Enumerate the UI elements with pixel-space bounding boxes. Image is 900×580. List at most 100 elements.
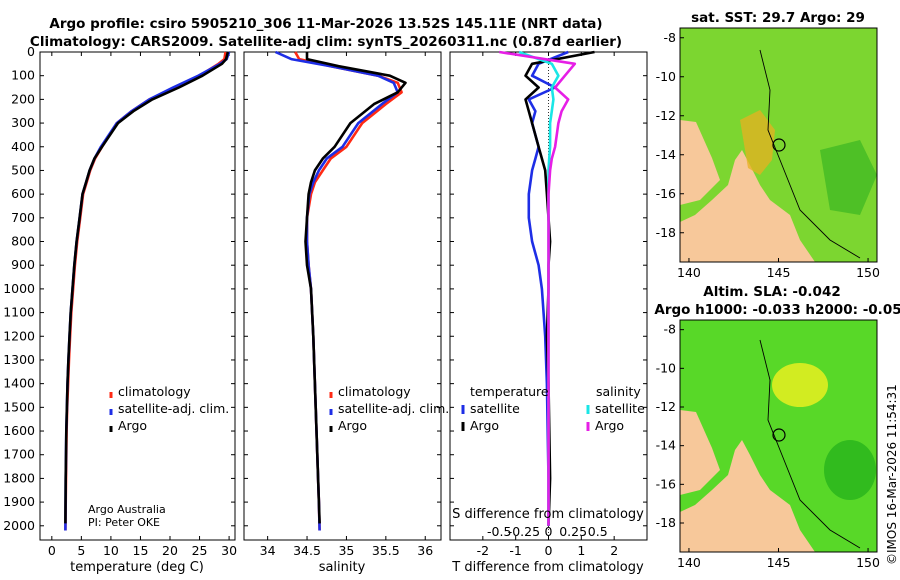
legend-label-t-argo: Argo [470,418,499,433]
y-tick-label: 0 [27,44,35,59]
y-tick-label: 900 [11,257,35,272]
x-tick-label: -2 [477,543,489,558]
x-tick-label: 34.5 [293,543,321,558]
s-tick-label: 0 [545,524,553,539]
series-line-climatology [64,51,227,531]
legend-label-argo: Argo [118,418,147,433]
map-x-tick-label: 145 [767,265,791,280]
sla-map: Altim. SLA: -0.042 Argo h1000: -0.033 h2… [654,284,900,570]
y-tick-label: 200 [11,91,35,106]
s-tick-label: -0.5 [487,524,511,539]
y-tick-label: 1500 [3,399,35,414]
legend-title-temperature: temperature [470,384,549,399]
credit-line-1: Argo Australia [88,503,166,516]
x-tick-label: -1 [509,543,521,558]
legend-label-climatology: climatology [118,384,191,399]
series-line-s-argo [499,50,577,526]
map-y-tick-label: -12 [656,399,676,414]
s-tick-label: 0.5 [588,524,608,539]
y-tick-label: 300 [11,115,35,130]
y-tick-label: 1200 [3,328,35,343]
sla-map-high-anomaly [772,363,828,407]
map-y-tick-label: -10 [656,360,676,375]
x-tick-label: 15 [133,543,149,558]
map-y-tick-label: -10 [656,69,676,84]
series-line-argo [64,51,230,524]
x-tick-label: 2 [610,543,618,558]
sst-map-cool-patch [820,140,877,215]
sla-map-cape-york [680,410,720,495]
x-tick-label: 5 [77,543,85,558]
y-tick-label: 600 [11,186,35,201]
x-tick-label: 10 [103,543,119,558]
y-tick-label: 500 [11,162,35,177]
x-tick-label: 35 [338,543,354,558]
map-x-tick-label: 150 [856,555,880,570]
legend-label-satellite: satellite-adj. clim. [118,401,229,416]
sst-map-argo-location [772,138,786,152]
t-difference-xlabel: T difference from climatology [451,560,644,575]
salinity-xlabel: salinity [319,560,366,575]
x-tick-label: 25 [192,543,208,558]
map-y-tick-label: -18 [656,515,676,530]
map-y-tick-label: -16 [656,476,676,491]
legend-label-satellite: satellite-adj. clim. [338,401,449,416]
y-tick-label: 1700 [3,447,35,462]
y-tick-label: 1300 [3,352,35,367]
y-tick-label: 800 [11,234,35,249]
sst-map: sat. SST: 29.7 Argo: 29 140 145 150 -8 -10 -1… [656,10,880,280]
title-line-1: Argo profile: csiro 5905210_306 11-Mar-2… [49,16,602,32]
difference-legend: temperature satellite Argo salinity sate… [461,384,645,433]
map-y-tick-label: -14 [656,438,676,453]
difference-panel: -2 -1 0 1 2 -0.5-0.25 0 0.25 0.5 T difference fr… [449,50,648,575]
y-tick-label: 100 [11,68,35,83]
legend-label-s-satellite: satellite [595,401,645,416]
legend-label-t-satellite: satellite [470,401,520,416]
salinity-axes [243,51,442,541]
map-x-tick-label: 150 [856,265,880,280]
series-line-satellite-adj-clim- [64,51,231,531]
y-tick-label: 1000 [3,281,35,296]
sst-map-cape-york [680,120,720,205]
sst-map-contour [759,49,861,259]
sla-map-title-2: Argo h1000: -0.033 h2000: -0.05 [654,302,900,318]
y-tick-label: 1600 [3,423,35,438]
legend-label-argo: Argo [338,418,367,433]
series-line-s-satellite [518,50,560,526]
y-tick-label: 2000 [3,518,35,533]
y-tick-label: 1400 [3,376,35,391]
sst-map-title: sat. SST: 29.7 Argo: 29 [691,10,865,26]
sla-map-argo-location [772,428,786,442]
x-tick-label: 35.5 [372,543,400,558]
temperature-panel: 0 100 200 300 400 500 600 700 800 900 1000 1100 1200… [3,44,237,575]
x-tick-label: 30 [221,543,237,558]
s-difference-xlabel: S difference from climatology [452,507,644,522]
x-tick-label: 36 [417,543,433,558]
y-tick-label: 1900 [3,494,35,509]
s-tick-label: -0.25 [508,524,540,539]
x-tick-label: 1 [577,543,585,558]
map-y-tick-label: -14 [656,147,676,162]
salinity-legend: climatology satellite-adj. clim. Argo [329,384,449,433]
y-tick-label: 1100 [3,305,35,320]
map-x-tick-label: 140 [677,265,701,280]
sla-map-low-anomaly [824,440,876,500]
legend-label-climatology: climatology [338,384,411,399]
series-line-argo [304,52,407,524]
legend-title-salinity: salinity [596,384,641,399]
sst-map-ocean [680,28,877,262]
sst-map-warm-patch [740,110,775,175]
sla-map-contour [759,339,861,549]
s-tick-label: 0.25 [559,524,587,539]
y-tick-label: 700 [11,210,35,225]
y-tick-label: 400 [11,139,35,154]
map-x-tick-label: 140 [677,555,701,570]
map-y-tick-label: -16 [656,186,676,201]
x-tick-label: 20 [162,543,178,558]
map-x-tick-label: 145 [767,555,791,570]
map-y-tick-label: -8 [664,30,677,45]
map-y-tick-label: -18 [656,225,676,240]
temperature-axes [39,51,236,541]
x-tick-label: 0 [545,543,553,558]
